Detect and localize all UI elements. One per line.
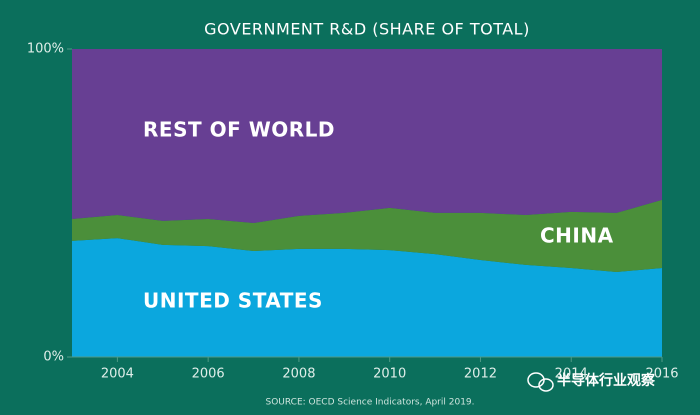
x-tick-label: 2016: [645, 367, 678, 382]
series-label: UNITED STATES: [143, 289, 323, 313]
x-tick-label: 2004: [101, 367, 134, 382]
x-tick-label: 2014: [555, 367, 588, 382]
watermark-icon: [527, 372, 554, 392]
source-note: SOURCE: OECD Science Indicators, April 2…: [265, 398, 474, 408]
area: [72, 199, 662, 272]
area: [72, 238, 662, 357]
chart-title: GOVERNMENT R&D (SHARE OF TOTAL): [204, 20, 530, 39]
x-tick-label: 2012: [464, 367, 497, 382]
watermark: 半导体行业观察: [557, 372, 656, 389]
series-label: CHINA: [540, 224, 614, 248]
series-label: REST OF WORLD: [143, 118, 335, 142]
x-tick-label: 2010: [373, 367, 406, 382]
y-tick-label: 100%: [27, 42, 64, 57]
x-tick-label: 2008: [282, 367, 315, 382]
plot-area: 0% 100% 2004 2006 2008 2010 2012 2014 2016: [27, 42, 679, 382]
area: [72, 49, 662, 224]
x-tick-label: 2006: [192, 367, 225, 382]
y-tick-label: 0%: [43, 350, 64, 365]
